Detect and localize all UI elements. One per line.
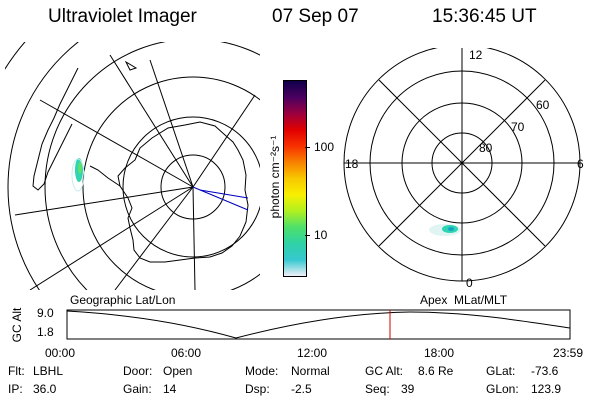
- altitude-plot: [66, 309, 571, 340]
- seq-value: 39: [401, 382, 415, 396]
- mode-label: Mode:: [245, 364, 279, 378]
- time-tick-12: 12:00: [297, 346, 328, 360]
- altitude-curve: [66, 310, 571, 339]
- flt-value: LBHL: [33, 364, 64, 378]
- dsp-value: -2.5: [291, 382, 312, 396]
- color-bar: [283, 80, 307, 277]
- geographic-map-label: Geographic Lat/Lon: [70, 293, 176, 307]
- seq-label: Seq:: [365, 382, 390, 396]
- mlat-label-60: 60: [536, 98, 550, 112]
- gain-label: Gain:: [123, 382, 152, 396]
- antarctic-peninsula: [89, 165, 121, 187]
- mlt-label-18: 18: [345, 157, 359, 171]
- aurora-patch-left: [71, 158, 85, 192]
- ip-label: IP:: [8, 382, 23, 396]
- mlat-label-80: 80: [479, 141, 493, 155]
- mlt-label-0: 0: [466, 276, 473, 290]
- door-value: Open: [163, 364, 193, 378]
- magnetic-map-label: Apex MLat/MLT: [420, 293, 508, 307]
- mlt-label-6: 6: [577, 157, 584, 171]
- glon-value: 123.9: [531, 382, 562, 396]
- time-tick-18: 18:00: [424, 346, 455, 360]
- time-tick-00: 00:00: [45, 346, 76, 360]
- ip-value: 36.0: [33, 382, 57, 396]
- dsp-label: Dsp:: [245, 382, 270, 396]
- time-tick-2359: 23:59: [553, 346, 584, 360]
- colorbar-tick-100: 100: [314, 140, 335, 154]
- flt-label: Flt:: [8, 364, 25, 378]
- south-america-coastline: [32, 67, 79, 191]
- gc-alt-value: 8.6 Re: [418, 364, 454, 378]
- alt-tick-1-8: 1.8: [37, 325, 54, 339]
- glat-value: -73.6: [531, 364, 559, 378]
- glat-label: GLat:: [486, 364, 516, 378]
- aurora-patch-right: [429, 224, 461, 236]
- antarctica-coastline: [117, 121, 249, 263]
- gc-alt-ylabel: GC Alt: [10, 307, 24, 343]
- instrument-title: Ultraviolet Imager: [48, 6, 197, 27]
- gc-alt-label: GC Alt:: [365, 364, 404, 378]
- time-label: 15:36:45 UT: [432, 6, 537, 27]
- date-label: 07 Sep 07: [272, 6, 359, 27]
- mlt-label-12: 12: [469, 48, 483, 62]
- geographic-map: [5, 42, 260, 290]
- door-label: Door:: [123, 364, 153, 378]
- mlat-label-70: 70: [511, 120, 525, 134]
- glon-label: GLon:: [486, 382, 519, 396]
- colorbar-unit-label: photon cm⁻²s⁻¹: [268, 135, 282, 219]
- gain-value: 14: [163, 382, 177, 396]
- mode-value: Normal: [291, 364, 330, 378]
- time-tick-06: 06:00: [171, 346, 202, 360]
- colorbar-tick-10: 10: [314, 228, 328, 242]
- alt-tick-9: 9.0: [37, 306, 54, 320]
- magnetic-map: [343, 48, 581, 282]
